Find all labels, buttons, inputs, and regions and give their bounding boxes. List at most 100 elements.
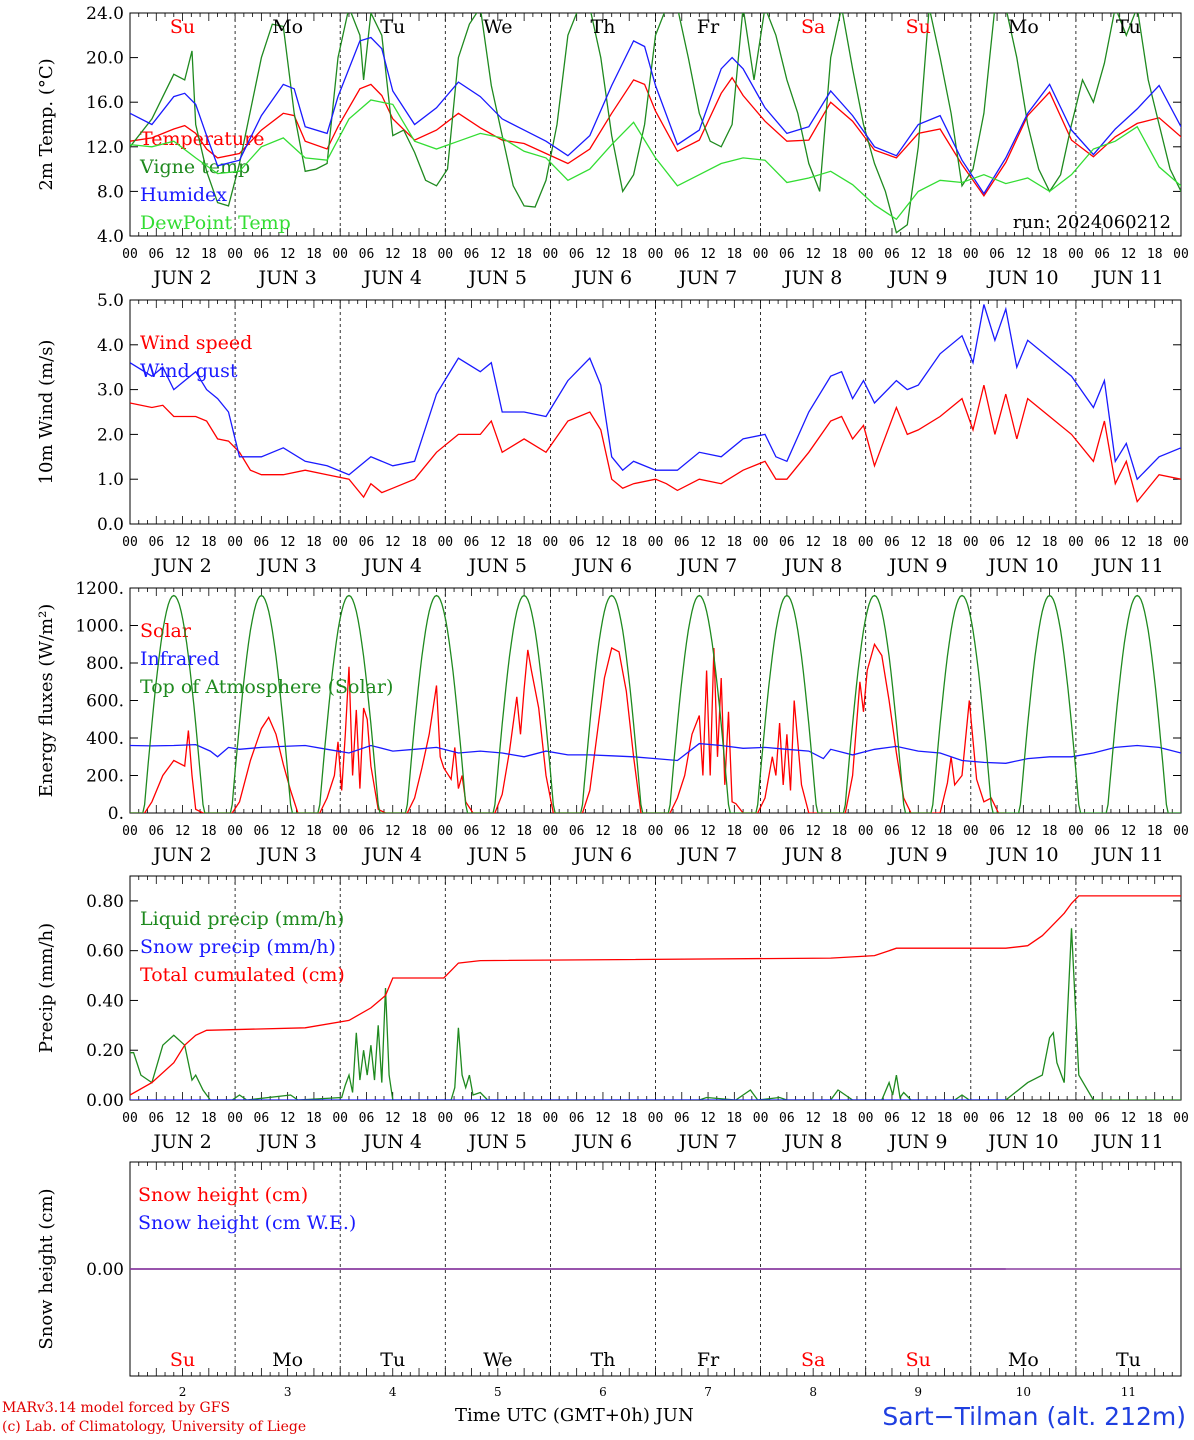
date-label: JUN 8 bbox=[782, 267, 842, 289]
date-number-label: 10 bbox=[1016, 1385, 1031, 1399]
y-tick-label: 600. bbox=[86, 692, 124, 712]
hour-tick-label: 00 bbox=[648, 824, 664, 839]
date-label: JUN 2 bbox=[151, 267, 211, 289]
location-label: Sart−Tilman (alt. 212m) bbox=[882, 1402, 1186, 1431]
y-tick-label: 4.0 bbox=[97, 336, 124, 356]
date-label: JUN 11 bbox=[1091, 267, 1163, 289]
date-label: JUN 7 bbox=[677, 844, 737, 866]
hour-tick-label: 18 bbox=[621, 824, 637, 839]
hour-tick-label: 18 bbox=[726, 535, 742, 550]
y-tick-label: 0.60 bbox=[86, 942, 124, 962]
hour-tick-label: 18 bbox=[832, 535, 848, 550]
hour-tick-label: 00 bbox=[858, 535, 874, 550]
hour-tick-label: 12 bbox=[175, 535, 191, 550]
hour-tick-label: 18 bbox=[1042, 535, 1058, 550]
hour-tick-label: 00 bbox=[227, 535, 243, 550]
hour-tick-label: 00 bbox=[648, 1111, 664, 1126]
hour-tick-label: 06 bbox=[779, 824, 795, 839]
panel-4: 0.00 Snow height (cm) Snow height (cm) Snow… bbox=[36, 1161, 1182, 1399]
hour-tick-label: 06 bbox=[569, 247, 585, 262]
hour-tick-label: 18 bbox=[937, 535, 953, 550]
y-tick-label: 3.0 bbox=[97, 381, 124, 401]
y-axis-label: 10m Wind (m/s) bbox=[36, 340, 57, 485]
hour-tick-label: 06 bbox=[1094, 247, 1110, 262]
hour-tick-label: 12 bbox=[1016, 247, 1032, 262]
hour-tick-label: 06 bbox=[464, 824, 480, 839]
hour-tick-label: 00 bbox=[858, 1111, 874, 1126]
hour-tick-label: 06 bbox=[254, 1111, 270, 1126]
hour-tick-label: 00 bbox=[437, 824, 453, 839]
weekday-label: Th bbox=[590, 16, 615, 38]
hour-tick-label: 12 bbox=[1121, 247, 1137, 262]
weekday-label: We bbox=[483, 1349, 512, 1371]
date-label: JUN 4 bbox=[362, 267, 422, 289]
hour-tick-label: 06 bbox=[359, 247, 375, 262]
weekday-label: Sa bbox=[801, 16, 825, 38]
hour-tick-label: 00 bbox=[122, 247, 138, 262]
hour-tick-label: 12 bbox=[910, 824, 926, 839]
y-axis-label: Energy fluxes (W/m²) bbox=[36, 604, 57, 798]
hour-tick-label: 06 bbox=[674, 1111, 690, 1126]
y-tick-label: 0.00 bbox=[86, 1260, 124, 1280]
y-tick-label: 1.0 bbox=[97, 470, 124, 490]
hour-tick-label: 06 bbox=[569, 1111, 585, 1126]
hour-tick-label: 18 bbox=[306, 1111, 322, 1126]
hour-tick-label: 00 bbox=[963, 824, 979, 839]
y-tick-label: 20.0 bbox=[86, 49, 124, 69]
hour-tick-label: 00 bbox=[963, 1111, 979, 1126]
hour-tick-label: 00 bbox=[227, 1111, 243, 1126]
hour-tick-label: 18 bbox=[516, 824, 532, 839]
hour-tick-label: 00 bbox=[543, 535, 559, 550]
hour-tick-label: 00 bbox=[332, 535, 348, 550]
hour-tick-label: 00 bbox=[963, 247, 979, 262]
hour-tick-label: 00 bbox=[332, 247, 348, 262]
hour-tick-label: 06 bbox=[989, 1111, 1005, 1126]
date-label: JUN 2 bbox=[151, 844, 211, 866]
hour-tick-label: 18 bbox=[516, 1111, 532, 1126]
hour-tick-label: 06 bbox=[884, 824, 900, 839]
hour-tick-label: 00 bbox=[858, 247, 874, 262]
date-number-label: 8 bbox=[809, 1385, 817, 1399]
date-number-label: 9 bbox=[914, 1385, 922, 1399]
hour-tick-label: 12 bbox=[700, 247, 716, 262]
hour-tick-label: 12 bbox=[385, 1111, 401, 1126]
hour-tick-label: 06 bbox=[359, 1111, 375, 1126]
date-label: JUN 3 bbox=[256, 267, 316, 289]
hour-tick-label: 18 bbox=[937, 247, 953, 262]
legend-entry: Top of Atmosphere (Solar) bbox=[140, 676, 393, 698]
hour-tick-label: 06 bbox=[884, 247, 900, 262]
hour-tick-label: 18 bbox=[1042, 1111, 1058, 1126]
series-line-wind-speed bbox=[130, 384, 1181, 503]
hour-tick-label: 18 bbox=[201, 247, 217, 262]
hour-tick-label: 12 bbox=[280, 1111, 296, 1126]
date-label: JUN 11 bbox=[1091, 555, 1163, 577]
hour-tick-label: 12 bbox=[910, 535, 926, 550]
y-tick-label: 400. bbox=[86, 729, 124, 749]
hour-tick-label: 12 bbox=[385, 824, 401, 839]
y-tick-label: 16.0 bbox=[86, 93, 124, 113]
series-line-solar bbox=[130, 642, 1006, 813]
series-line-temperature bbox=[130, 76, 1181, 198]
series-line-infrared bbox=[130, 742, 1181, 764]
date-number-label: 5 bbox=[494, 1385, 502, 1399]
date-label: JUN 3 bbox=[256, 555, 316, 577]
panel-1: 0.0 1.0 2.0 3.0 4.0 5.0 10m Wind (m/s) Wind spe… bbox=[36, 291, 1189, 577]
date-label: JUN 4 bbox=[362, 555, 422, 577]
hour-tick-label: 06 bbox=[884, 535, 900, 550]
legend-entry: Solar bbox=[140, 620, 192, 642]
hour-tick-label: 12 bbox=[175, 1111, 191, 1126]
y-tick-label: 0.0 bbox=[97, 515, 124, 535]
hour-tick-label: 00 bbox=[1173, 1111, 1189, 1126]
date-label: JUN 6 bbox=[572, 1131, 632, 1153]
hour-tick-label: 00 bbox=[122, 535, 138, 550]
date-number-label: 2 bbox=[179, 1385, 187, 1399]
hour-tick-label: 00 bbox=[1173, 247, 1189, 262]
hour-tick-label: 00 bbox=[543, 824, 559, 839]
weekday-label: Su bbox=[170, 16, 195, 38]
legend-entry: Wind gust bbox=[140, 360, 238, 382]
hour-tick-label: 00 bbox=[753, 824, 769, 839]
hour-tick-label: 18 bbox=[411, 247, 427, 262]
hour-tick-label: 18 bbox=[726, 824, 742, 839]
hour-tick-label: 12 bbox=[700, 824, 716, 839]
